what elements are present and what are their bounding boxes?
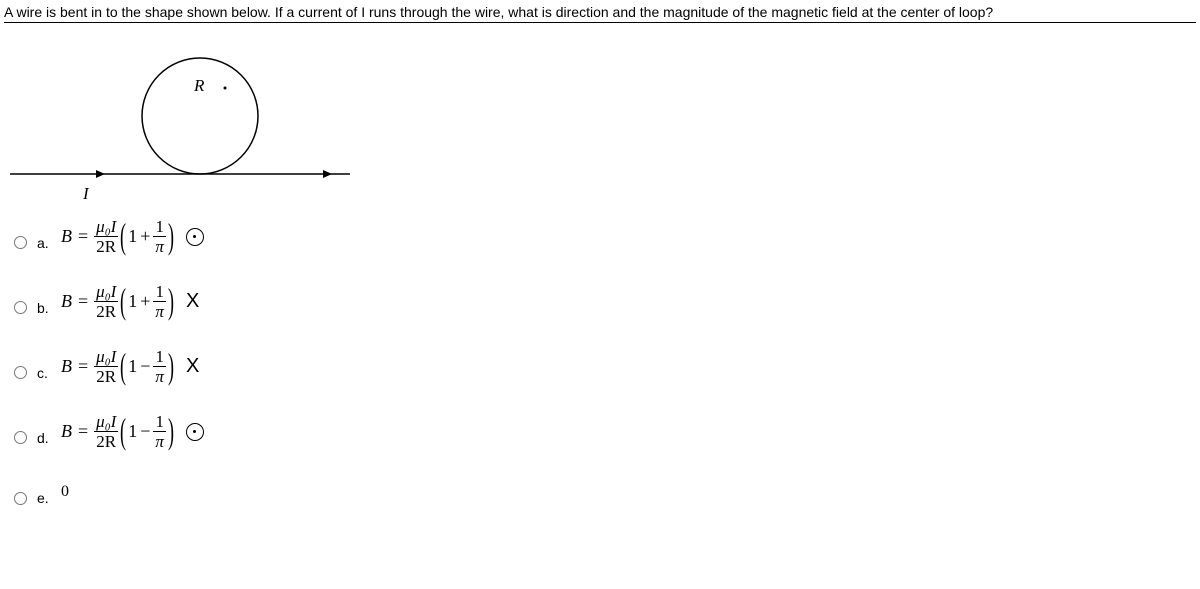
label-R: R — [194, 76, 204, 96]
paren-r-a: ) — [168, 222, 174, 251]
inner-frac-a: 1 π — [153, 218, 166, 255]
paren-l-a: ( — [120, 222, 126, 251]
formula-d: B = μ₀I 2R ( 1 − 1 π ) — [61, 413, 204, 450]
option-letter-b: b. — [37, 300, 51, 316]
option-e[interactable]: e. 0 — [14, 478, 204, 506]
page-container: A wire is bent in to the shape shown bel… — [0, 0, 1200, 589]
direction-in-icon: X — [186, 290, 199, 313]
formula-e: 0 — [61, 483, 69, 501]
equals-a: = — [78, 226, 88, 247]
option-letter-d: d. — [37, 430, 51, 446]
formula-a: B = μ₀I 2R ( 1 + 1 π ) — [61, 218, 204, 255]
option-letter-e: e. — [37, 490, 51, 506]
option-d[interactable]: d. B = μ₀I 2R ( 1 − 1 π ) — [14, 413, 204, 450]
wire-figure: R I — [10, 30, 350, 200]
question-text: A wire is bent in to the shape shown bel… — [4, 4, 1196, 23]
option-b[interactable]: b. B = μ₀I 2R ( 1 + 1 π ) X — [14, 283, 204, 320]
formula-c: B = μ₀I 2R ( 1 − 1 π ) X — [61, 348, 199, 385]
label-I: I — [83, 184, 89, 204]
options-list: a. B = μ₀I 2R ( 1 + 1 π ) — [14, 218, 204, 534]
option-letter-c: c. — [37, 365, 51, 381]
radio-e[interactable] — [14, 492, 27, 505]
radio-b[interactable] — [14, 301, 27, 314]
coef-frac-a: μ₀I 2R — [94, 218, 118, 255]
figure-svg — [10, 30, 350, 210]
formula-b: B = μ₀I 2R ( 1 + 1 π ) X — [61, 283, 199, 320]
option-letter-a: a. — [37, 235, 51, 251]
direction-in-icon: X — [186, 355, 199, 378]
radio-a[interactable] — [14, 236, 27, 249]
radio-c[interactable] — [14, 366, 27, 379]
direction-out-icon — [186, 423, 204, 441]
option-c[interactable]: c. B = μ₀I 2R ( 1 − 1 π ) X — [14, 348, 204, 385]
radio-d[interactable] — [14, 431, 27, 444]
direction-out-icon — [186, 228, 204, 246]
lhs-a: B — [61, 226, 72, 247]
option-a[interactable]: a. B = μ₀I 2R ( 1 + 1 π ) — [14, 218, 204, 255]
